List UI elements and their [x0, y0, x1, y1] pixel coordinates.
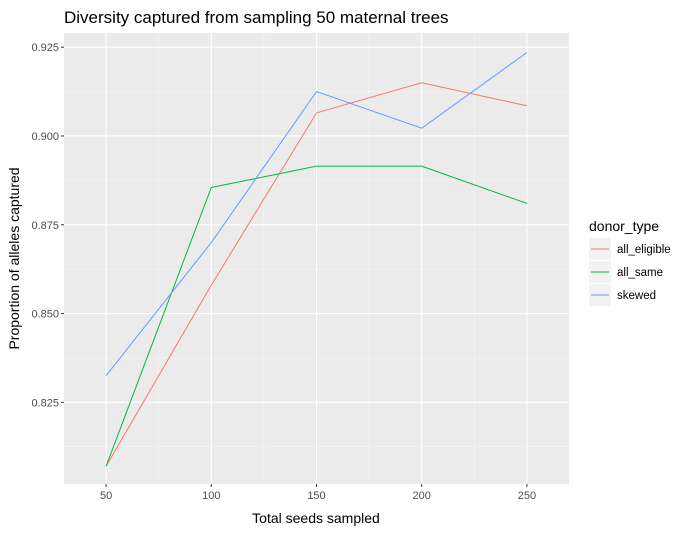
y-axis-title: Proportion of alleles captured: [6, 167, 22, 349]
x-tick-label: 250: [518, 490, 536, 502]
y-tick-label: 0.900: [31, 131, 59, 143]
y-tick-label: 0.925: [31, 42, 59, 54]
y-tick-label: 0.850: [31, 309, 59, 321]
series-line-skewed: [105, 52, 528, 376]
x-axis-title: Total seeds sampled: [252, 510, 380, 526]
legend-title: donor_type: [589, 218, 659, 234]
chart-title: Diversity captured from sampling 50 mate…: [64, 8, 449, 27]
legend-label: skewed: [617, 290, 656, 302]
series-line-all-same: [105, 165, 528, 467]
major-gridlines: [64, 33, 569, 484]
y-tick-label: 0.825: [31, 397, 59, 409]
x-tick-label: 150: [307, 490, 325, 502]
series-line-all-eligible: [105, 82, 528, 467]
y-tick-label: 0.875: [31, 220, 59, 232]
y-axis-ticks: 0.825 0.850 0.875 0.900 0.925: [31, 42, 64, 409]
legend-label: all_eligible: [617, 244, 671, 256]
series-lines: [105, 52, 528, 467]
x-tick-label: 100: [202, 490, 220, 502]
x-tick-label: 50: [100, 490, 112, 502]
x-axis-ticks: 50 100 150 200 250: [100, 484, 536, 502]
legend-label: all_same: [617, 267, 663, 279]
x-tick-label: 200: [413, 490, 431, 502]
